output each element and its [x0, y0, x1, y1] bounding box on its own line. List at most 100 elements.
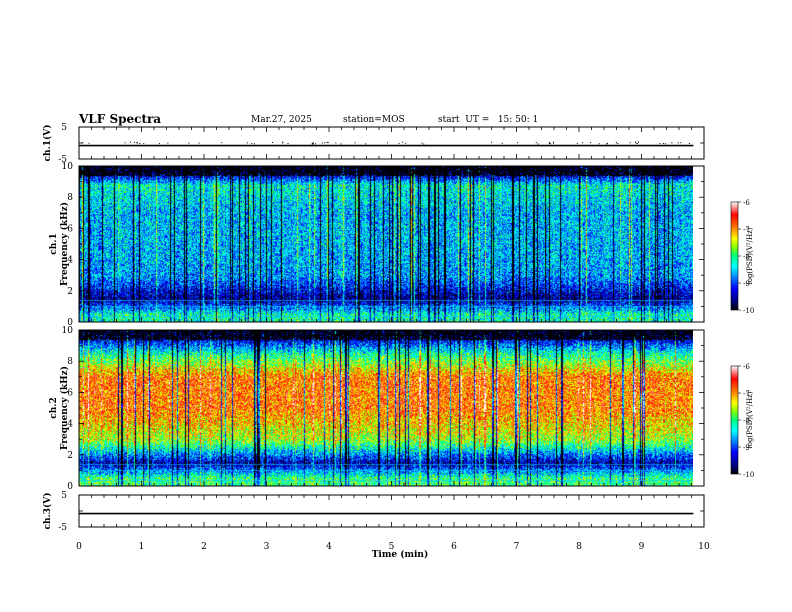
- x-tick-label: 5: [389, 542, 395, 552]
- waveform-noise-dot: [312, 143, 314, 145]
- y-tick-label: 4: [67, 420, 73, 430]
- x-tick-label: 1: [139, 542, 145, 552]
- waveform-noise-dot: [198, 142, 200, 144]
- y-tick-label: 8: [67, 193, 73, 203]
- waveform-noise-dot: [549, 142, 551, 144]
- waveform-noise-dot: [636, 142, 638, 144]
- waveform-noise-dot: [354, 142, 356, 144]
- waveform-noise-dot: [311, 142, 313, 144]
- y-tick-label: 8: [67, 357, 73, 367]
- y-tick-label: 10: [62, 162, 74, 172]
- waveform-noise-dot: [638, 141, 640, 143]
- waveform-noise-dot: [188, 142, 190, 144]
- x-tick-label: 7: [514, 542, 520, 552]
- waveform-noise-dot: [501, 142, 503, 144]
- waveform-noise-dot: [88, 142, 90, 144]
- waveform-noise-dot: [246, 142, 248, 144]
- waveform-noise-dot: [136, 142, 138, 144]
- colorbar-tick-label: -10: [743, 307, 754, 315]
- waveform-noise-dot: [335, 142, 337, 144]
- ch2-spectrogram-image: [79, 330, 693, 486]
- waveform-noise-dot: [130, 141, 132, 143]
- start-ut-label: start UT = 15: 50: 1: [438, 115, 539, 125]
- colorbar-tick-label: -8: [743, 253, 750, 261]
- colorbar-tick-label: -6: [743, 363, 750, 371]
- y-tick-label: 2: [67, 287, 73, 297]
- waveform-noise-dot: [405, 142, 407, 144]
- colorbar-label: log(PSD)(V²/Hz): [746, 391, 754, 448]
- waveform-noise-dot: [659, 143, 661, 145]
- colorbar-label-group: log(PSD)(V²/Hz): [746, 391, 754, 448]
- waveform-noise-dot: [582, 142, 584, 144]
- x-tick-label: 9: [639, 542, 645, 552]
- waveform-noise-dot: [221, 142, 223, 144]
- waveform-y-label: ch.1(V): [42, 125, 53, 162]
- waveform-noise-dot: [324, 142, 326, 144]
- waveform-noise-dot: [552, 141, 554, 143]
- y-axis-label-line2: Frequency (kHz): [59, 366, 70, 450]
- waveform-noise-dot: [537, 143, 539, 145]
- y-axis-label-group: ch.1(V): [42, 125, 53, 162]
- y-tick-label: -5: [58, 523, 67, 533]
- y-axis-label-line1: ch.1: [49, 233, 59, 254]
- waveform-noise-dot: [314, 143, 316, 145]
- waveform-noise-dot: [134, 141, 136, 143]
- y-tick-label: 2: [67, 451, 73, 461]
- waveform-noise-dot: [606, 143, 608, 145]
- waveform-noise-dot: [365, 143, 367, 145]
- waveform-noise-dot: [548, 141, 550, 143]
- y-tick-label: 6: [67, 388, 73, 398]
- waveform-noise-dot: [327, 142, 329, 144]
- colorbar-tick-label: -9: [743, 280, 750, 288]
- waveform-noise-dot: [167, 142, 169, 144]
- colorbar-label-group: log(PSD)(V²/Hz): [746, 227, 754, 284]
- waveform-noise-dot: [143, 143, 145, 145]
- x-tick-label: 2: [201, 542, 207, 552]
- waveform-noise-dot: [629, 142, 631, 144]
- waveform-noise-dot: [535, 142, 537, 144]
- colorbar: [730, 201, 739, 311]
- waveform-y-label: ch.3(V): [42, 493, 53, 530]
- waveform-noise-dot: [664, 143, 666, 145]
- waveform-noise-dot: [615, 142, 617, 144]
- waveform-noise-dot: [253, 143, 255, 145]
- waveform-noise-dot: [490, 141, 492, 143]
- waveform-noise-dot: [137, 142, 139, 144]
- colorbar-tick-label: -10: [743, 471, 754, 479]
- waveform-noise-dot: [662, 142, 664, 144]
- y-tick-label: 10: [62, 326, 74, 336]
- y-tick-label: 5: [61, 123, 67, 133]
- colorbar-tick-label: -7: [743, 390, 750, 398]
- waveform-noise-dot: [549, 143, 551, 145]
- waveform-noise-dot: [606, 142, 608, 144]
- waveform-noise-dot: [282, 142, 284, 144]
- waveform-noise-dot: [617, 142, 619, 144]
- figure-title: VLF Spectra: [79, 112, 162, 126]
- y-tick-label: -5: [58, 155, 67, 165]
- waveform-noise-dot: [688, 143, 690, 145]
- waveform-noise-dot: [677, 142, 679, 144]
- waveform-noise-dot: [402, 141, 404, 143]
- waveform-noise-dot: [634, 141, 636, 143]
- station-label: station=MOS: [343, 115, 405, 125]
- waveform-noise-dot: [680, 142, 682, 144]
- waveform-noise-dot: [635, 142, 637, 144]
- ch1-spectrogram-image: [79, 166, 693, 322]
- waveform-noise-dot: [321, 142, 323, 144]
- waveform-noise-dot: [326, 141, 328, 143]
- y-tick-label: 0: [67, 482, 73, 492]
- waveform-noise-dot: [576, 142, 578, 144]
- x-tick-label: 10: [698, 542, 710, 552]
- waveform-noise-dot: [82, 142, 84, 144]
- waveform-noise-dot: [311, 143, 313, 145]
- waveform-noise-dot: [287, 143, 289, 145]
- waveform-noise-dot: [251, 142, 253, 144]
- colorbar-tick-label: -8: [743, 417, 750, 425]
- x-tick-label: 6: [451, 542, 457, 552]
- y-axis-label-group: ch.1 Frequency (kHz): [49, 202, 70, 286]
- colorbar: [730, 365, 739, 475]
- waveform-noise-dot: [398, 142, 400, 144]
- x-tick-label: 3: [264, 542, 270, 552]
- waveform-noise-dot: [598, 143, 600, 145]
